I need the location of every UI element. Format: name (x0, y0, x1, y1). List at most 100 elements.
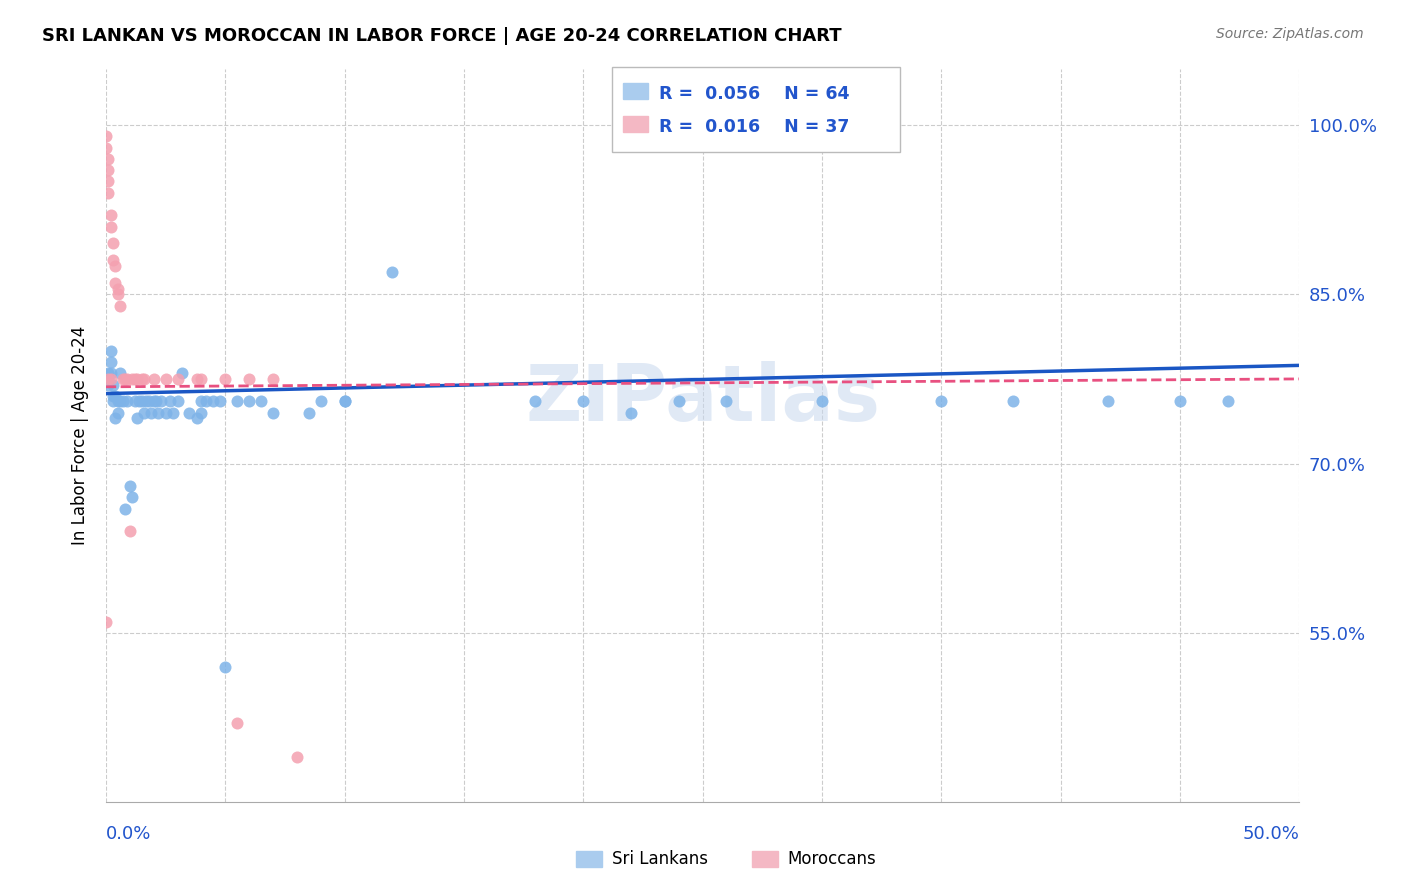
Point (238, 372, 260, 386)
Point (101, 394, 124, 409)
Point (159, 394, 181, 409)
Point (97, 372, 120, 386)
Point (100, 366, 122, 380)
Point (179, 406, 201, 420)
Point (226, 716, 249, 731)
Point (97, 163, 120, 178)
Point (118, 524, 141, 539)
Point (110, 299, 132, 313)
Point (107, 287, 129, 301)
Point (262, 372, 284, 386)
Point (94, 615, 117, 629)
Point (124, 372, 146, 386)
Point (333, 394, 356, 409)
Point (107, 394, 129, 409)
Point (118, 479, 141, 493)
Point (238, 394, 260, 409)
Point (716, 394, 738, 409)
Point (100, 219, 122, 234)
Point (214, 372, 236, 386)
Point (148, 406, 170, 420)
Point (117, 394, 139, 409)
Point (135, 394, 157, 409)
Point (309, 394, 332, 409)
Point (166, 394, 188, 409)
Point (94, 129, 117, 144)
Point (262, 406, 284, 420)
Point (145, 394, 167, 409)
Point (97, 174, 120, 188)
Point (209, 394, 232, 409)
Point (101, 377, 124, 392)
Point (620, 406, 643, 420)
Point (166, 372, 188, 386)
Point (107, 406, 129, 420)
Point (117, 372, 139, 386)
Point (97, 152, 120, 166)
Point (101, 236, 124, 251)
Text: Source: ZipAtlas.com: Source: ZipAtlas.com (1216, 27, 1364, 41)
Point (190, 394, 212, 409)
Point (100, 355, 122, 369)
Point (381, 265, 404, 279)
Point (101, 389, 124, 403)
Point (202, 394, 225, 409)
Point (132, 406, 155, 420)
Point (124, 394, 146, 409)
Point (104, 389, 127, 403)
Point (162, 406, 184, 420)
Point (101, 253, 124, 268)
Point (100, 343, 122, 358)
Point (190, 406, 212, 420)
Point (100, 208, 122, 222)
Text: 0.0%: 0.0% (105, 825, 152, 843)
Point (104, 411, 127, 425)
Point (668, 394, 690, 409)
Point (186, 411, 208, 425)
Point (131, 394, 153, 409)
Point (186, 372, 208, 386)
Point (298, 406, 321, 420)
Point (142, 394, 165, 409)
Point (333, 394, 356, 409)
Point (149, 394, 172, 409)
Y-axis label: In Labor Force | Age 20-24: In Labor Force | Age 20-24 (72, 326, 89, 545)
Point (97, 377, 120, 392)
Point (1216, 394, 1239, 409)
Point (141, 406, 163, 420)
Point (110, 394, 132, 409)
Point (104, 259, 127, 273)
Point (226, 394, 249, 409)
Point (172, 366, 194, 380)
Point (155, 372, 177, 386)
Point (111, 394, 134, 409)
Text: R =  0.056    N = 64: R = 0.056 N = 64 (659, 85, 849, 103)
Point (1097, 394, 1119, 409)
Point (285, 750, 308, 764)
Point (114, 501, 136, 516)
Point (524, 394, 547, 409)
Point (250, 394, 273, 409)
Point (811, 394, 834, 409)
Text: R =  0.016    N = 37: R = 0.016 N = 37 (659, 118, 849, 136)
Text: SRI LANKAN VS MOROCCAN IN LABOR FORCE | AGE 20-24 CORRELATION CHART: SRI LANKAN VS MOROCCAN IN LABOR FORCE | … (42, 27, 842, 45)
Point (97, 366, 120, 380)
Point (125, 372, 148, 386)
Point (104, 276, 127, 290)
Point (132, 372, 155, 386)
Point (111, 372, 134, 386)
Point (155, 406, 177, 420)
Point (572, 394, 595, 409)
Point (190, 372, 212, 386)
Point (1168, 394, 1191, 409)
Text: ZIPatlas: ZIPatlas (524, 360, 880, 437)
Point (125, 411, 148, 425)
Point (114, 372, 136, 386)
Point (121, 491, 143, 505)
Point (1001, 394, 1024, 409)
Point (107, 282, 129, 296)
Point (131, 372, 153, 386)
Point (97, 186, 120, 200)
Point (195, 394, 218, 409)
Point (128, 394, 150, 409)
